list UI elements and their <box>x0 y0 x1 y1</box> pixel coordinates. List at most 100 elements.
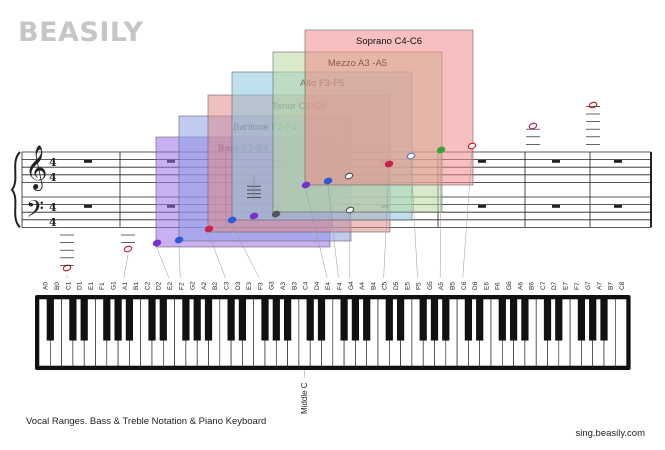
black-key[interactable] <box>442 299 450 341</box>
key-label-a2: A2 <box>201 282 208 290</box>
treble-clef: 𝄞 <box>25 145 47 191</box>
key-label-g2: G2 <box>190 281 197 290</box>
key-label-a1: A1 <box>122 282 129 290</box>
black-key[interactable] <box>419 299 427 341</box>
connector-line <box>208 234 226 279</box>
black-key[interactable] <box>283 299 292 341</box>
key-label-f4: F4 <box>336 282 343 290</box>
key-label-g3: G3 <box>269 281 276 290</box>
connector-line <box>178 244 181 279</box>
range-box-soprano: Soprano C4-C6 <box>304 29 474 186</box>
key-label-e3: E3 <box>246 282 253 290</box>
black-key[interactable] <box>521 299 529 341</box>
key-label-c8: C8 <box>619 281 626 290</box>
black-key[interactable] <box>351 299 360 341</box>
note-head <box>345 206 355 214</box>
key-label-b1: B1 <box>133 282 140 290</box>
black-key[interactable] <box>600 299 608 341</box>
black-key[interactable] <box>125 299 134 341</box>
middle-c-marker: Middle C <box>298 378 314 418</box>
key-label-c2: C2 <box>144 281 151 290</box>
key-label-f5: F5 <box>416 282 423 290</box>
key-label-f7: F7 <box>574 282 581 290</box>
black-key[interactable] <box>396 299 405 341</box>
black-key[interactable] <box>227 299 235 341</box>
black-key[interactable] <box>340 299 348 341</box>
black-key[interactable] <box>464 299 473 341</box>
black-key[interactable] <box>69 299 77 341</box>
range-notes <box>60 101 600 272</box>
black-key[interactable] <box>476 299 484 341</box>
black-key[interactable] <box>543 299 552 341</box>
note-head <box>271 210 281 218</box>
key-label-a6: A6 <box>517 282 524 290</box>
black-key[interactable] <box>103 299 111 341</box>
black-key[interactable] <box>46 299 54 341</box>
note-head <box>227 216 237 224</box>
site-link[interactable]: sing.beasily.com <box>575 428 645 439</box>
key-label-e7: E7 <box>562 282 569 290</box>
black-key[interactable] <box>509 299 518 341</box>
whole-rest <box>614 204 622 208</box>
connector-line <box>383 169 390 279</box>
key-label-g5: G5 <box>427 281 434 290</box>
whole-rest <box>84 159 92 163</box>
note-head <box>528 122 538 130</box>
key-label-f1: F1 <box>99 282 106 290</box>
black-key[interactable] <box>430 299 439 341</box>
note-head <box>152 239 162 247</box>
black-key[interactable] <box>261 299 269 341</box>
key-label-d1: D1 <box>77 281 84 290</box>
key-label-a7: A7 <box>596 282 603 290</box>
black-key[interactable] <box>577 299 586 341</box>
black-key[interactable] <box>317 299 326 341</box>
black-key[interactable] <box>306 299 314 341</box>
note-head <box>204 225 214 233</box>
whole-rest <box>478 159 486 163</box>
note-head <box>123 245 133 253</box>
white-key-c8[interactable] <box>614 298 627 367</box>
connector-line <box>156 247 170 279</box>
middle-c-label: Middle C <box>300 382 309 414</box>
black-key[interactable] <box>272 299 280 341</box>
connector-line <box>231 224 260 279</box>
connector-line <box>462 149 473 279</box>
black-key[interactable] <box>204 299 213 341</box>
key-label-e5: E5 <box>404 282 411 290</box>
note-head <box>588 101 598 109</box>
key-label-g7: G7 <box>585 281 592 290</box>
bass-clef: 𝄢 <box>26 195 44 228</box>
black-key[interactable] <box>80 299 88 341</box>
black-key[interactable] <box>114 299 122 341</box>
key-label-b4: B4 <box>370 282 377 290</box>
note-head <box>406 152 416 160</box>
black-key[interactable] <box>193 299 201 341</box>
whole-rest <box>552 204 560 208</box>
black-key[interactable] <box>363 299 371 341</box>
key-label-g4: G4 <box>348 281 355 290</box>
connector-line <box>305 189 328 279</box>
key-label-b2: B2 <box>212 282 219 290</box>
black-key[interactable] <box>385 299 393 341</box>
key-label-c1: C1 <box>65 281 72 290</box>
note-head <box>344 172 354 180</box>
connector-line <box>410 159 418 279</box>
black-key[interactable] <box>238 299 247 341</box>
black-key[interactable] <box>555 299 563 341</box>
black-key[interactable] <box>182 299 190 341</box>
key-label-c3: C3 <box>223 281 230 290</box>
key-label-d7: D7 <box>551 281 558 290</box>
key-labels: A0 B0 C1 D1 E1 F1 G1 A1 B1 C2 D2 E2 F2 G2 A2 B2 C3 D3 E3 F3… <box>43 281 626 290</box>
note-head <box>467 142 477 150</box>
range-box-rect <box>304 29 474 186</box>
black-key[interactable] <box>148 299 156 341</box>
key-label-g1: G1 <box>110 281 117 290</box>
voice-range-boxes: Bass E2-E4Baritone F2-F4Tenor C3-C5Alto … <box>155 29 474 248</box>
black-key[interactable] <box>159 299 167 341</box>
black-key[interactable] <box>498 299 506 341</box>
black-key[interactable] <box>589 299 597 341</box>
note-head <box>249 212 259 220</box>
whole-rest <box>552 159 560 163</box>
note-head <box>174 236 184 244</box>
